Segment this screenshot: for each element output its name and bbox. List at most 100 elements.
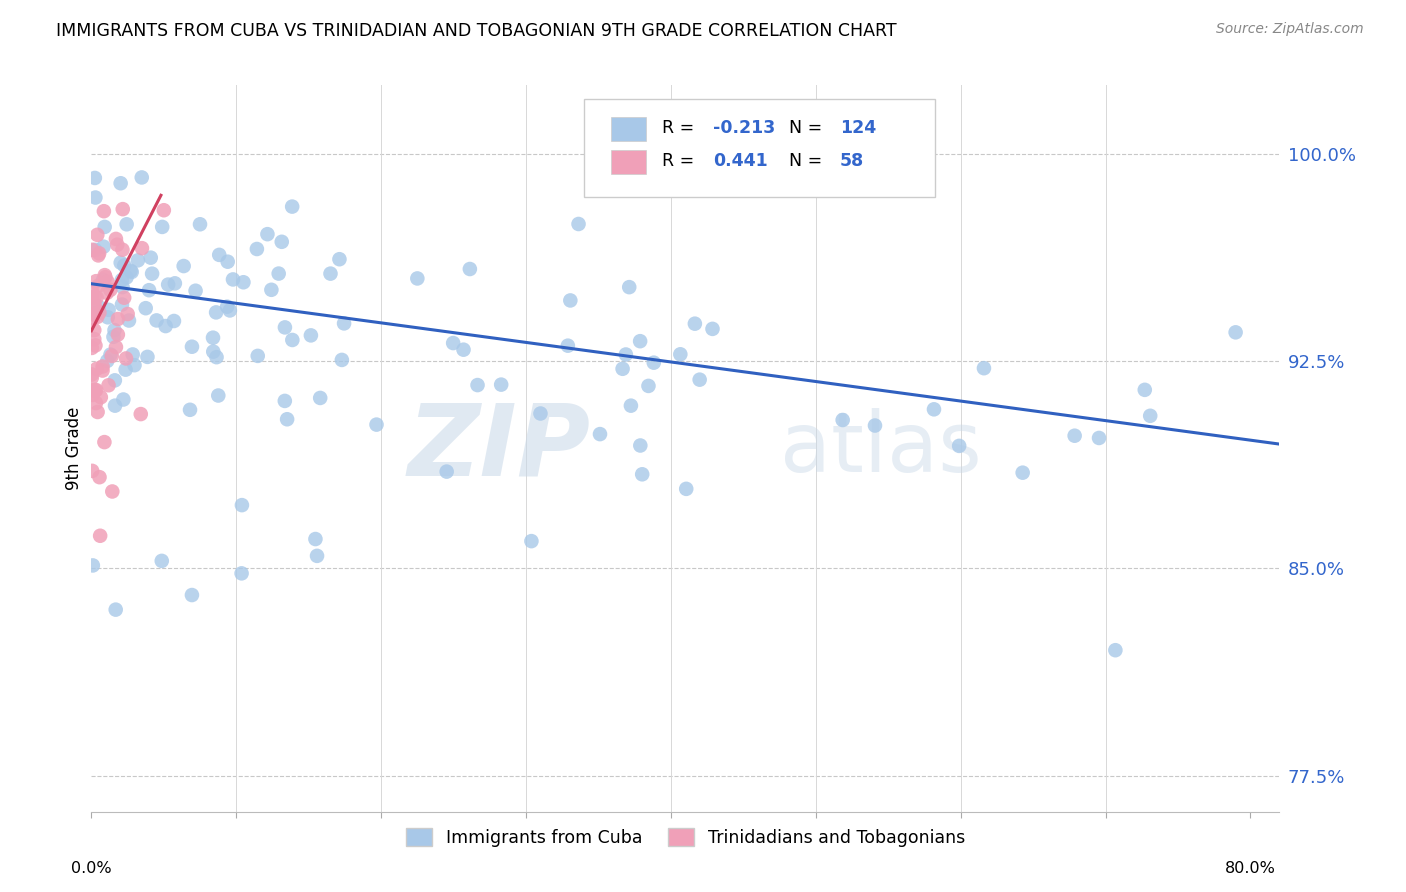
Point <box>256 227 278 242</box>
Point <box>87 248 110 262</box>
Point <box>150 219 173 234</box>
Point <box>973 361 995 376</box>
Point <box>83 332 105 346</box>
Point <box>86 310 108 324</box>
Point <box>205 350 228 364</box>
Point <box>100 283 122 297</box>
Point <box>80 368 103 382</box>
Point <box>100 347 122 361</box>
Point <box>628 438 651 452</box>
Point <box>101 349 124 363</box>
Point <box>86 291 108 305</box>
Point <box>84 396 107 410</box>
Point <box>614 347 637 361</box>
Point <box>83 310 105 325</box>
Text: -0.213: -0.213 <box>713 119 775 136</box>
Point <box>831 413 853 427</box>
Point <box>181 588 204 602</box>
Point <box>80 370 103 384</box>
Point <box>136 350 159 364</box>
Point <box>111 243 134 257</box>
Point <box>84 274 107 288</box>
Point <box>103 323 125 337</box>
Point <box>557 339 579 353</box>
Point <box>89 529 111 543</box>
Point <box>529 407 551 421</box>
Point <box>104 340 127 354</box>
Point <box>231 566 253 581</box>
Point <box>863 418 886 433</box>
Point <box>1225 326 1247 340</box>
Point <box>163 314 186 328</box>
Point <box>104 602 127 616</box>
Point <box>436 465 458 479</box>
Point <box>124 358 146 372</box>
Point <box>96 285 118 300</box>
Point <box>188 217 211 231</box>
Point <box>145 313 167 327</box>
Point <box>111 297 134 311</box>
Point <box>80 341 103 355</box>
Point <box>138 283 160 297</box>
Point <box>150 554 173 568</box>
Point <box>669 347 692 361</box>
Point <box>173 259 195 273</box>
Point <box>97 275 120 289</box>
Point <box>87 300 110 314</box>
Point <box>120 264 142 278</box>
Point <box>181 340 204 354</box>
Point <box>267 267 290 281</box>
Point <box>93 204 115 219</box>
Text: 0.441: 0.441 <box>713 152 768 170</box>
Point <box>309 391 332 405</box>
Point <box>82 388 104 402</box>
Text: R =: R = <box>662 152 695 170</box>
Point <box>141 267 163 281</box>
Point <box>276 412 298 426</box>
Point <box>330 352 353 367</box>
Point <box>110 255 132 269</box>
Text: 80.0%: 80.0% <box>1225 862 1275 877</box>
Point <box>184 284 207 298</box>
Point <box>112 291 135 305</box>
Text: R =: R = <box>662 119 695 136</box>
Point <box>112 259 135 273</box>
Point <box>90 390 112 404</box>
Point <box>83 290 105 304</box>
Point <box>104 232 127 246</box>
Point <box>299 328 322 343</box>
Point <box>94 268 117 282</box>
Point <box>702 322 724 336</box>
Point <box>82 243 104 257</box>
Legend: Immigrants from Cuba, Trinidadians and Tobagonians: Immigrants from Cuba, Trinidadians and T… <box>399 822 972 854</box>
Point <box>82 464 104 478</box>
Point <box>675 482 697 496</box>
Point <box>202 344 225 359</box>
Point <box>93 240 115 254</box>
Point <box>94 270 117 285</box>
Text: N =: N = <box>789 152 823 170</box>
Point <box>101 484 124 499</box>
Point <box>231 498 253 512</box>
Point <box>304 532 326 546</box>
Point <box>107 312 129 326</box>
Point <box>683 317 706 331</box>
Point <box>620 399 643 413</box>
Point <box>121 347 143 361</box>
Text: ZIP: ZIP <box>408 400 591 497</box>
Point <box>97 310 120 325</box>
Point <box>643 356 665 370</box>
Point <box>589 427 612 442</box>
Point <box>112 392 135 407</box>
Point <box>89 246 111 260</box>
Text: 0.0%: 0.0% <box>72 862 111 877</box>
Point <box>333 317 356 331</box>
Point <box>281 200 304 214</box>
Point <box>135 301 157 316</box>
Point <box>84 338 107 352</box>
Point <box>97 302 120 317</box>
Point <box>153 203 176 218</box>
Point <box>107 327 129 342</box>
Point <box>111 280 134 294</box>
Point <box>91 273 114 287</box>
